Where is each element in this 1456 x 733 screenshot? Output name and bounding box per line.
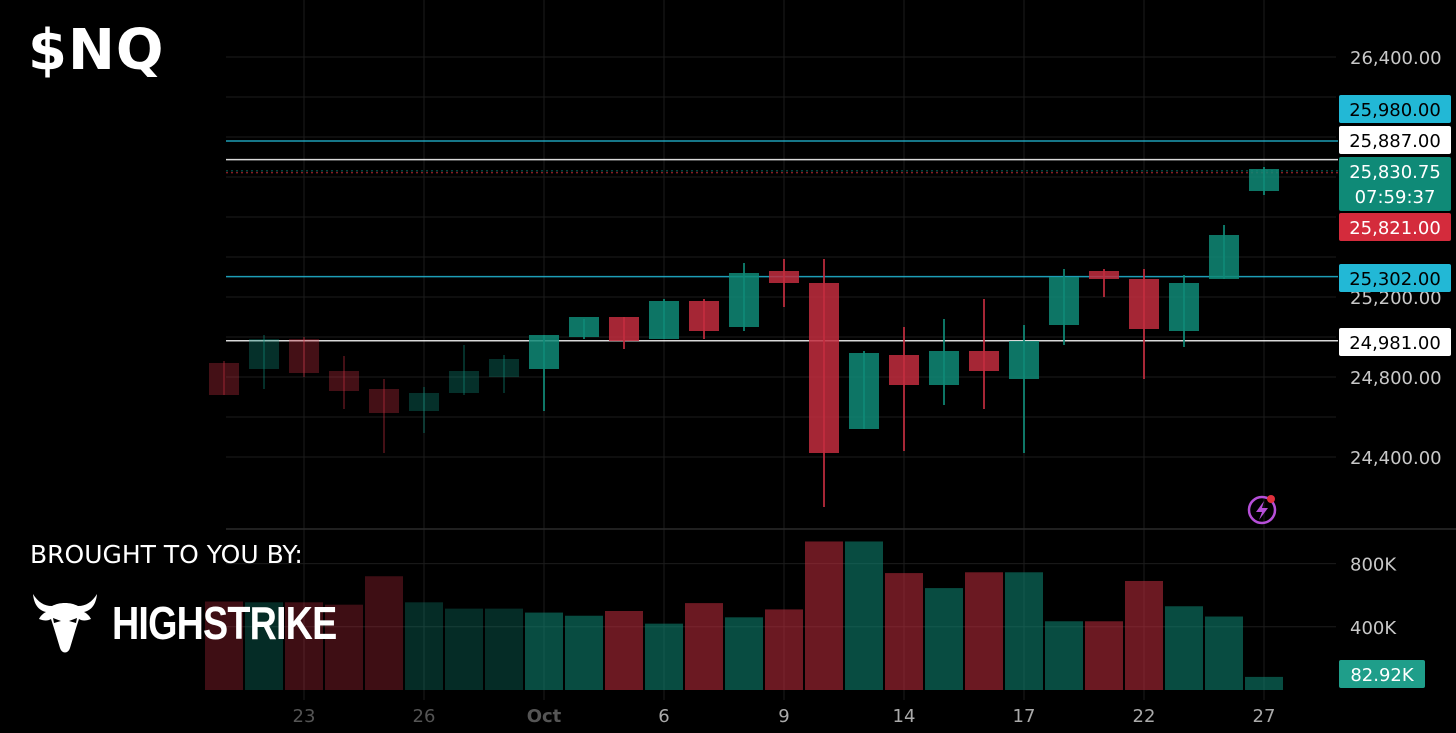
- x-axis-label: 23: [293, 706, 316, 727]
- x-axis-label: 17: [1013, 706, 1036, 727]
- candle-body: [1009, 341, 1039, 379]
- x-axis-label: 22: [1133, 706, 1156, 727]
- volume-bar: [1205, 616, 1243, 690]
- candle-body: [689, 301, 719, 331]
- sponsor-caption: BROUGHT TO YOU BY:: [30, 540, 303, 569]
- price-axis-label: 26,400.00: [1350, 48, 1442, 69]
- volume-bar: [765, 609, 803, 690]
- volume-bar: [1125, 580, 1163, 690]
- volume-bar: [325, 604, 363, 690]
- alert-icon-ring: [1247, 495, 1277, 525]
- price-level-badge: [1339, 95, 1451, 123]
- candle-body: [849, 353, 879, 429]
- volume-bar: [285, 602, 323, 690]
- last-price-badge: [1339, 157, 1451, 211]
- candle-body: [1089, 271, 1119, 279]
- volume-bar: [1165, 606, 1203, 690]
- volume-bar: [565, 615, 603, 690]
- x-axis-label: 9: [778, 706, 789, 727]
- price-level-badge-text: 24,981.00: [1349, 333, 1441, 354]
- volume-bar: [645, 623, 683, 690]
- price-level-badge: [1339, 264, 1451, 292]
- candle-body: [809, 283, 839, 453]
- candle-body: [729, 273, 759, 327]
- alert-icon-bolt: [1256, 501, 1268, 520]
- volume-bar: [1245, 676, 1283, 690]
- price-axis-label: 24,400.00: [1350, 448, 1442, 469]
- alert-lightning-icon: [1247, 495, 1277, 525]
- price-level-badge-text: 25,980.00: [1349, 100, 1441, 121]
- price-level-badge: [1339, 328, 1451, 356]
- candle-body: [369, 389, 399, 413]
- reference-price-badge: [1339, 213, 1451, 241]
- x-axis-label: Oct: [527, 706, 562, 727]
- volume-last-badge: [1339, 660, 1425, 688]
- volume-axis-label: 800K: [1350, 555, 1397, 576]
- candle-body: [1249, 169, 1279, 191]
- candle-body: [1209, 235, 1239, 279]
- candle-body: [329, 371, 359, 391]
- candle-body: [1129, 279, 1159, 329]
- volume-bar: [925, 588, 963, 690]
- price-level-badge-text: 25,887.00: [1349, 131, 1441, 152]
- sponsor-brand[interactable]: HIGHSTRIKE: [30, 588, 386, 658]
- volume-bar: [365, 576, 403, 690]
- candle-body: [289, 339, 319, 373]
- volume-bar: [205, 601, 243, 690]
- candle-body: [489, 359, 519, 377]
- alert-icon-dot: [1267, 495, 1275, 503]
- volume-bar: [1045, 621, 1083, 690]
- volume-bar: [725, 617, 763, 690]
- volume-bar: [405, 602, 443, 690]
- last-price-badge-text: 07:59:37: [1355, 187, 1436, 208]
- ticker-symbol: $NQ: [28, 18, 165, 83]
- candle-body: [889, 355, 919, 385]
- candle-body: [649, 301, 679, 339]
- candle-body: [969, 351, 999, 371]
- volume-bar: [805, 541, 843, 690]
- candle-body: [1049, 277, 1079, 325]
- price-level-badge: [1339, 126, 1451, 154]
- candle-body: [769, 271, 799, 283]
- price-axis-label: 24,800.00: [1350, 368, 1442, 389]
- candle-body: [929, 351, 959, 385]
- volume-bar: [685, 603, 723, 690]
- price-level-badge-text: 25,302.00: [1349, 269, 1441, 290]
- reference-price-badge-text: 25,821.00: [1349, 218, 1441, 239]
- bull-head-icon: [33, 594, 97, 653]
- volume-bar: [245, 602, 283, 690]
- volume-bar: [845, 541, 883, 690]
- volume-bar: [605, 611, 643, 690]
- volume-bar: [965, 572, 1003, 690]
- volume-bar: [885, 573, 923, 690]
- candle-body: [449, 371, 479, 393]
- candle-body: [609, 317, 639, 341]
- candle-body: [209, 363, 239, 395]
- last-price-badge-text: 25,830.75: [1349, 162, 1441, 183]
- volume-bar: [445, 608, 483, 690]
- price-axis-label: 25,200.00: [1350, 288, 1442, 309]
- sponsor-name: HIGHSTRIKE: [112, 597, 337, 649]
- volume-axis-label: 400K: [1350, 618, 1397, 639]
- volume-bar: [485, 608, 523, 690]
- candle-body: [1169, 283, 1199, 331]
- volume-bar: [1085, 621, 1123, 690]
- volume-bar: [525, 612, 563, 690]
- x-axis-label: 26: [413, 706, 436, 727]
- volume-last-badge-text: 82.92K: [1350, 665, 1415, 686]
- x-axis-label: 14: [893, 706, 916, 727]
- candle-body: [529, 335, 559, 369]
- candle-body: [249, 339, 279, 369]
- candle-body: [409, 393, 439, 411]
- candle-body: [569, 317, 599, 337]
- volume-bar: [1005, 572, 1043, 690]
- x-axis-label: 6: [658, 706, 669, 727]
- x-axis-label: 27: [1253, 706, 1276, 727]
